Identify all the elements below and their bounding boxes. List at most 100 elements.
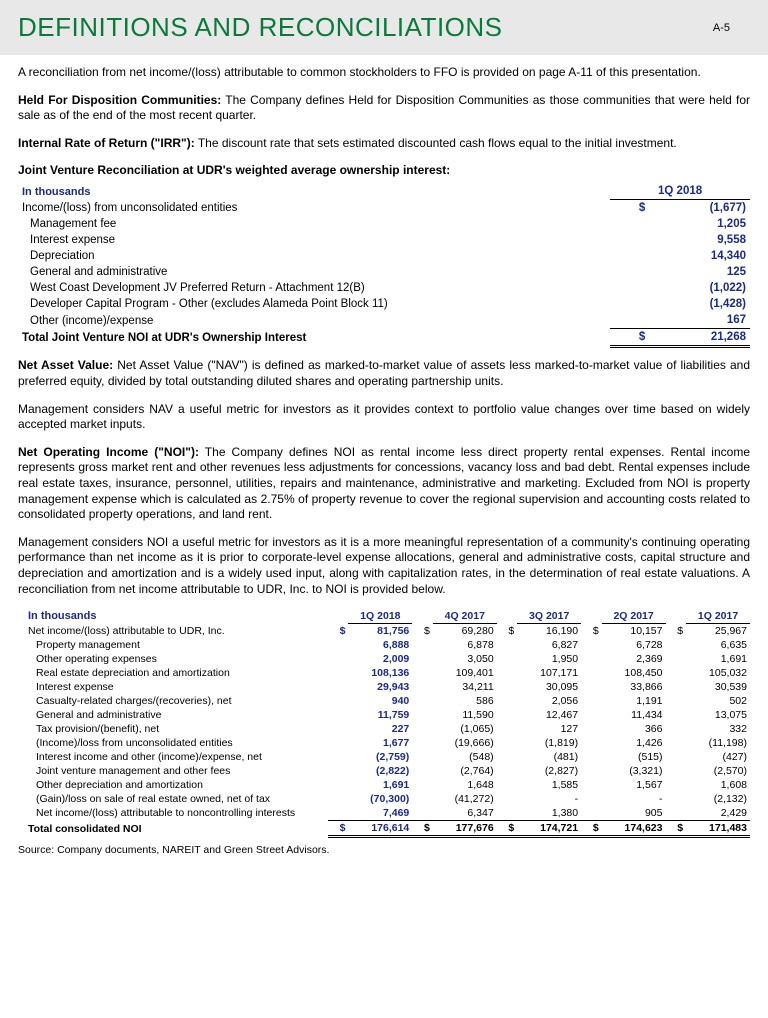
jv-row-label: Management fee	[18, 216, 610, 232]
noi-total-3: 174,623	[602, 821, 666, 837]
noi-val-cell: 1,950	[517, 652, 581, 666]
jv-row-cur	[610, 280, 649, 296]
noi-val-cell: 33,866	[602, 680, 666, 694]
noi-cur-cell	[328, 736, 349, 750]
noi-cur-cell	[497, 750, 518, 764]
jv-row-label: West Coast Development JV Preferred Retu…	[18, 280, 610, 296]
noi-val-cell: (3,321)	[602, 764, 666, 778]
noi-val-cell: 34,211	[433, 680, 497, 694]
noi-val-cell: (70,300)	[348, 792, 412, 806]
noi-cur-cell	[497, 764, 518, 778]
noi-table: In thousands 1Q 2018 4Q 2017 3Q 2017 2Q …	[18, 609, 750, 838]
def-noi: Net Operating Income ("NOI"): The Compan…	[18, 445, 750, 523]
jv-row-val: 167	[649, 312, 750, 329]
jv-row-label: Income/(loss) from unconsolidated entiti…	[18, 200, 610, 217]
noi-cur-cell	[581, 736, 602, 750]
noi-cur-cell	[581, 638, 602, 652]
noi-val-cell: 1,426	[602, 736, 666, 750]
noi-val-cell: 81,756	[348, 624, 412, 639]
noi-row: Property management6,8886,8786,8276,7286…	[18, 638, 750, 652]
noi-cur-cell	[581, 806, 602, 821]
noi-cur-cell	[666, 638, 687, 652]
noi-val-cell: 11,759	[348, 708, 412, 722]
jv-row-val: (1,428)	[649, 296, 750, 312]
noi-cur-cell	[412, 652, 433, 666]
noi-para2: Management considers NOI a useful metric…	[18, 535, 750, 597]
noi-val-cell: 30,539	[686, 680, 750, 694]
noi-row-label: Net income/(loss) attributable to noncon…	[18, 806, 328, 821]
noi-cur-cell: $	[666, 624, 687, 639]
noi-cur-cell	[666, 708, 687, 722]
noi-val-cell: (2,759)	[348, 750, 412, 764]
noi-val-cell: 12,467	[517, 708, 581, 722]
noi-cur-cell	[412, 736, 433, 750]
noi-val-cell: 6,347	[433, 806, 497, 821]
noi-val-cell: (481)	[517, 750, 581, 764]
noi-period-0: 1Q 2018	[348, 609, 412, 624]
noi-val-cell: 1,648	[433, 778, 497, 792]
noi-cur-cell	[666, 722, 687, 736]
jv-row-val: 125	[649, 264, 750, 280]
jv-row-cur: $	[610, 200, 649, 217]
jv-table: In thousands 1Q 2018 Income/(loss) from …	[18, 183, 750, 348]
noi-cur-cell	[497, 680, 518, 694]
noi-cur-cell	[328, 666, 349, 680]
noi-val-cell: 227	[348, 722, 412, 736]
noi-cur-cell	[497, 708, 518, 722]
noi-cur-cell	[666, 792, 687, 806]
noi-cur-cell: $	[412, 624, 433, 639]
page-code: A-5	[713, 22, 730, 34]
noi-val-cell: 940	[348, 694, 412, 708]
jv-row-label: Depreciation	[18, 248, 610, 264]
noi-row-label: Casualty-related charges/(recoveries), n…	[18, 694, 328, 708]
noi-units: In thousands	[18, 609, 328, 624]
noi-cur-cell	[412, 694, 433, 708]
noi-cur-cell	[412, 666, 433, 680]
noi-val-cell: (2,822)	[348, 764, 412, 778]
noi-cur-cell	[412, 806, 433, 821]
noi-cur-cell: $	[328, 624, 349, 639]
noi-val-cell: 502	[686, 694, 750, 708]
noi-val-cell: (1,819)	[517, 736, 581, 750]
header-bar: DEFINITIONS AND RECONCILIATIONS A-5	[0, 0, 768, 55]
jv-row-label: Developer Capital Program - Other (exclu…	[18, 296, 610, 312]
term-text: The discount rate that sets estimated di…	[195, 136, 677, 150]
noi-cur-cell	[581, 708, 602, 722]
noi-val-cell: 11,434	[602, 708, 666, 722]
noi-cur-cell	[497, 666, 518, 680]
noi-total-2: 174,721	[517, 821, 581, 837]
noi-row: (Gain)/loss on sale of real estate owned…	[18, 792, 750, 806]
noi-row: Tax provision/(benefit), net227(1,065)12…	[18, 722, 750, 736]
nav-para2: Management considers NAV a useful metric…	[18, 402, 750, 433]
jv-total-cur: $	[610, 329, 649, 347]
jv-row: Income/(loss) from unconsolidated entiti…	[18, 200, 750, 217]
noi-val-cell: 2,009	[348, 652, 412, 666]
jv-row: Management fee1,205	[18, 216, 750, 232]
noi-row-label: Other operating expenses	[18, 652, 328, 666]
noi-cur-cell	[328, 750, 349, 764]
noi-val-cell: 6,728	[602, 638, 666, 652]
noi-val-cell: 13,075	[686, 708, 750, 722]
noi-val-cell: 29,943	[348, 680, 412, 694]
noi-cur-cell	[328, 680, 349, 694]
noi-total-row: Total consolidated NOI $176,614 $177,676…	[18, 821, 750, 837]
jv-row-label: General and administrative	[18, 264, 610, 280]
noi-cur-cell	[497, 778, 518, 792]
noi-cur-cell	[666, 736, 687, 750]
noi-cur-cell	[497, 652, 518, 666]
noi-row-label: Property management	[18, 638, 328, 652]
noi-row: Interest expense29,94334,21130,09533,866…	[18, 680, 750, 694]
noi-val-cell: 6,635	[686, 638, 750, 652]
noi-val-cell: 1,585	[517, 778, 581, 792]
noi-row: Joint venture management and other fees(…	[18, 764, 750, 778]
noi-row: Net income/(loss) attributable to noncon…	[18, 806, 750, 821]
jv-row-cur	[610, 312, 649, 329]
noi-cur-cell	[581, 750, 602, 764]
noi-val-cell: 586	[433, 694, 497, 708]
jv-row: Depreciation 14,340	[18, 248, 750, 264]
noi-cur-cell	[328, 638, 349, 652]
jv-row-val: 14,340	[649, 248, 750, 264]
noi-cur-cell	[581, 722, 602, 736]
noi-val-cell: 11,590	[433, 708, 497, 722]
noi-cur-cell	[666, 750, 687, 764]
